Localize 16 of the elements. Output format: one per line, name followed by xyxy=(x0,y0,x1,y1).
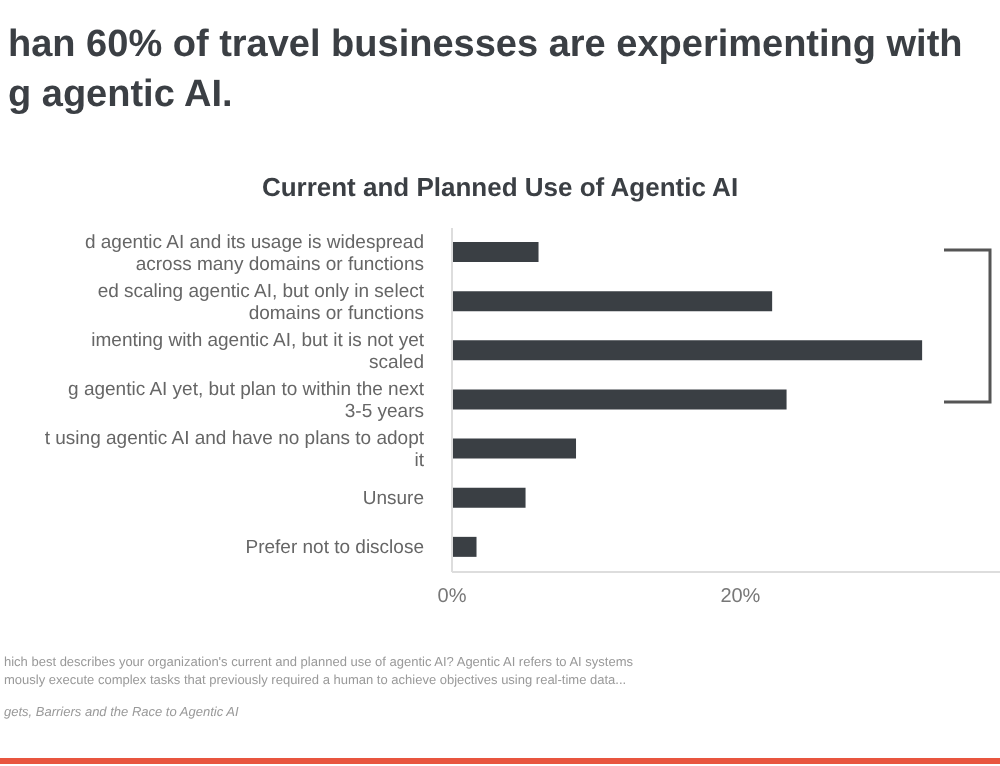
x-tick-label: 0% xyxy=(437,586,467,609)
y-tick-label: Unsure xyxy=(362,487,424,510)
bar xyxy=(452,389,787,410)
y-tick-label: g agentic AI yet, but plan to within the next 3-5 years xyxy=(68,378,425,423)
y-tick-label: t using agentic AI and have no plans to adopt it xyxy=(44,427,425,472)
chart-subtitle: Current and Planned Use of Agentic AI xyxy=(259,172,741,202)
bar xyxy=(452,438,577,459)
y-tick-label: Prefer not to disclose xyxy=(245,536,424,559)
bar xyxy=(452,536,477,557)
bar xyxy=(452,291,773,312)
bar xyxy=(452,340,923,361)
bar xyxy=(452,487,526,508)
chart-title: han 60% of travel businesses are experimenting with g agentic AI. xyxy=(8,22,963,120)
bar xyxy=(452,242,539,262)
x-tick-label: 20% xyxy=(720,586,761,609)
y-tick-label: imenting with agentic AI, but it is not yet scaled xyxy=(91,328,425,373)
